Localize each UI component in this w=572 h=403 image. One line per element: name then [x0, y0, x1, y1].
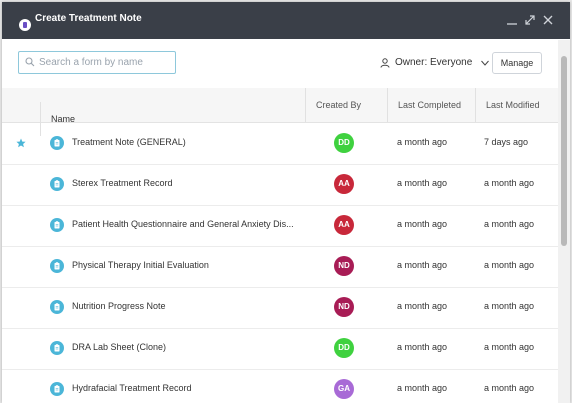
form-clipboard-icon — [50, 136, 64, 150]
search-box[interactable] — [18, 51, 176, 74]
form-name[interactable]: Sterex Treatment Record — [72, 178, 173, 188]
form-name[interactable]: Physical Therapy Initial Evaluation — [72, 260, 209, 270]
app-logo-icon — [19, 19, 31, 31]
table-row[interactable]: Treatment Note (GENERAL) DD a month ago 7 d… — [2, 123, 558, 165]
last-modified-cell: 7 days ago — [484, 137, 529, 147]
search-icon — [25, 57, 35, 67]
last-modified-cell: a month ago — [484, 383, 535, 393]
scrollbar-thumb[interactable] — [561, 56, 567, 246]
creator-avatar: AA — [334, 215, 354, 235]
last-completed-cell: a month ago — [397, 260, 448, 270]
creator-avatar: ND — [334, 256, 354, 276]
star-icon[interactable] — [16, 138, 26, 148]
dialog-titlebar: Create Treatment Note — [2, 2, 570, 39]
last-completed-cell: a month ago — [397, 301, 448, 311]
form-name[interactable]: Patient Health Questionnaire and General… — [72, 219, 294, 229]
table-header: Name Created By Last Completed Last Modi… — [2, 88, 558, 136]
dialog-title: Create Treatment Note — [35, 13, 142, 24]
last-modified-cell: a month ago — [484, 260, 535, 270]
owner-filter-dropdown[interactable]: Owner: Everyone — [380, 57, 490, 68]
manage-button[interactable]: Manage — [492, 52, 542, 74]
table-row[interactable]: Physical Therapy Initial Evaluation ND a m… — [2, 246, 558, 288]
form-clipboard-icon — [50, 218, 64, 232]
last-completed-cell: a month ago — [397, 178, 448, 188]
table-row[interactable]: Hydrafacial Treatment Record GA a month ag… — [2, 369, 558, 403]
last-completed-cell: a month ago — [397, 342, 448, 352]
minimize-icon[interactable] — [504, 12, 520, 28]
column-header-last-modified[interactable]: Last Modified — [475, 88, 558, 122]
scrollbar[interactable] — [558, 40, 570, 403]
form-clipboard-icon — [50, 382, 64, 396]
column-header-last-completed[interactable]: Last Completed — [387, 88, 475, 122]
creator-avatar: AA — [334, 174, 354, 194]
expand-icon[interactable] — [522, 12, 538, 28]
column-header-created-by[interactable]: Created By — [305, 88, 387, 122]
form-clipboard-icon — [50, 300, 64, 314]
form-clipboard-icon — [50, 259, 64, 273]
table-row[interactable]: Sterex Treatment Record AA a month ago a mo… — [2, 164, 558, 206]
creator-avatar: GA — [334, 379, 354, 399]
last-completed-cell: a month ago — [397, 219, 448, 229]
form-name[interactable]: DRA Lab Sheet (Clone) — [72, 342, 167, 352]
last-completed-cell: a month ago — [397, 137, 448, 147]
table-row[interactable]: DRA Lab Sheet (Clone) DD a month ago a mont… — [2, 328, 558, 370]
search-input[interactable] — [39, 54, 169, 71]
last-modified-cell: a month ago — [484, 301, 535, 311]
creator-avatar: DD — [334, 338, 354, 358]
last-modified-cell: a month ago — [484, 342, 535, 352]
form-name[interactable]: Nutrition Progress Note — [72, 301, 166, 311]
form-clipboard-icon — [50, 177, 64, 191]
form-name[interactable]: Hydrafacial Treatment Record — [72, 383, 192, 393]
user-icon — [380, 57, 390, 68]
form-name[interactable]: Treatment Note (GENERAL) — [72, 137, 186, 147]
chevron-down-icon — [481, 60, 490, 66]
owner-filter-label: Owner: Everyone — [395, 57, 473, 68]
close-icon[interactable] — [540, 12, 556, 28]
last-modified-cell: a month ago — [484, 178, 535, 188]
column-header-name[interactable]: Name — [40, 102, 305, 136]
form-clipboard-icon — [50, 341, 64, 355]
last-completed-cell: a month ago — [397, 383, 448, 393]
creator-avatar: DD — [334, 133, 354, 153]
table-row[interactable]: Nutrition Progress Note ND a month ago a mo… — [2, 287, 558, 329]
creator-avatar: ND — [334, 297, 354, 317]
table-row[interactable]: Patient Health Questionnaire and General… — [2, 205, 558, 247]
last-modified-cell: a month ago — [484, 219, 535, 229]
